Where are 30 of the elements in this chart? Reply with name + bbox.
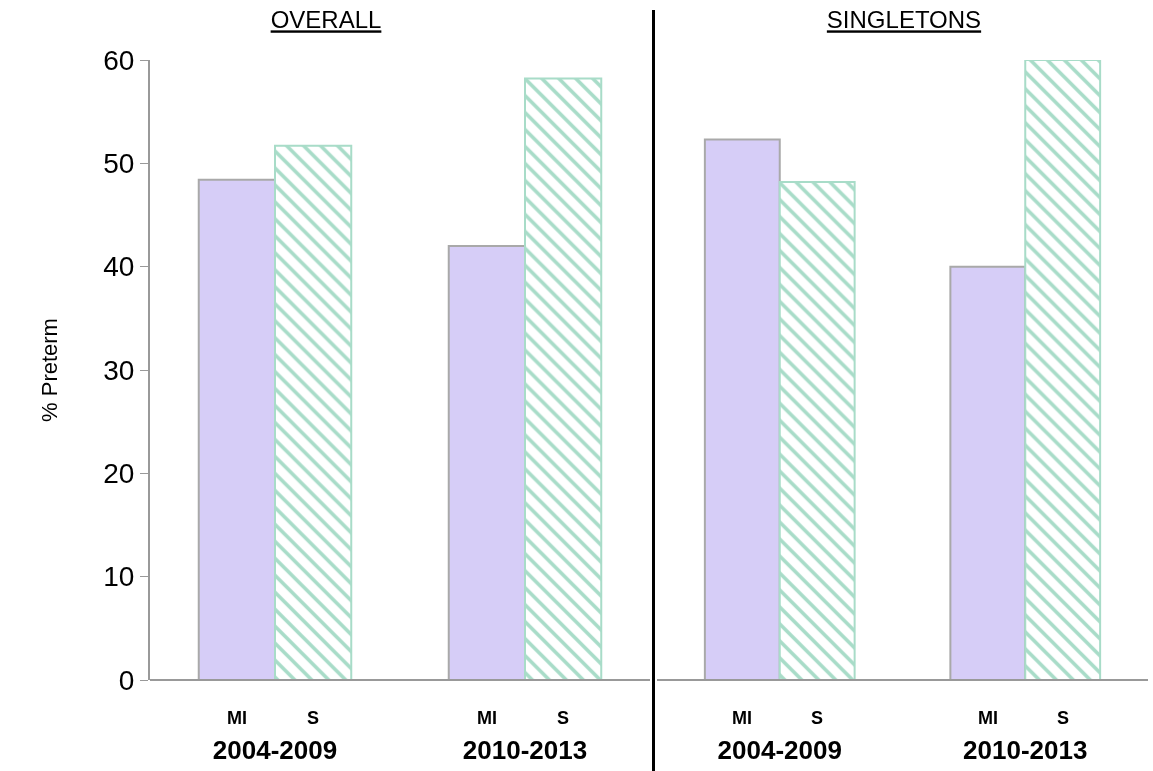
text: S — [557, 708, 570, 728]
y-tick-label: 0 — [118, 664, 135, 696]
text: MI — [477, 708, 497, 728]
text: S — [1057, 708, 1070, 728]
bar — [949, 265, 1027, 680]
x-tick-label: 2004-2009 — [717, 735, 842, 765]
x-tick-label: 2004-2009 — [212, 735, 338, 765]
bar — [447, 245, 526, 680]
x-tick-label: 2010-2013 — [963, 735, 1088, 765]
y-tick-label: 50 — [103, 148, 135, 180]
y-tick-label: 30 — [103, 354, 135, 386]
series-label: MI — [227, 708, 247, 728]
y-tick-label: 10 — [103, 561, 135, 593]
y-axis-title: % Preterm — [36, 318, 62, 422]
bar — [1024, 60, 1102, 680]
text: MI — [978, 708, 998, 728]
bar — [274, 144, 353, 680]
bar — [524, 77, 603, 680]
series-label: MI — [732, 708, 752, 728]
bar — [197, 178, 276, 680]
y-tick-label: 20 — [103, 458, 135, 490]
y-tick-label: 40 — [103, 251, 135, 283]
series-label: S — [307, 708, 320, 728]
x-tick-label: 2010-2013 — [462, 735, 588, 765]
bar — [778, 180, 856, 680]
y-tick-label: 60 — [103, 44, 135, 76]
bar — [703, 138, 781, 680]
chart-title: SINGLETONS — [826, 6, 982, 34]
series-label: S — [811, 708, 824, 728]
chart-title: OVERALL — [270, 6, 382, 34]
